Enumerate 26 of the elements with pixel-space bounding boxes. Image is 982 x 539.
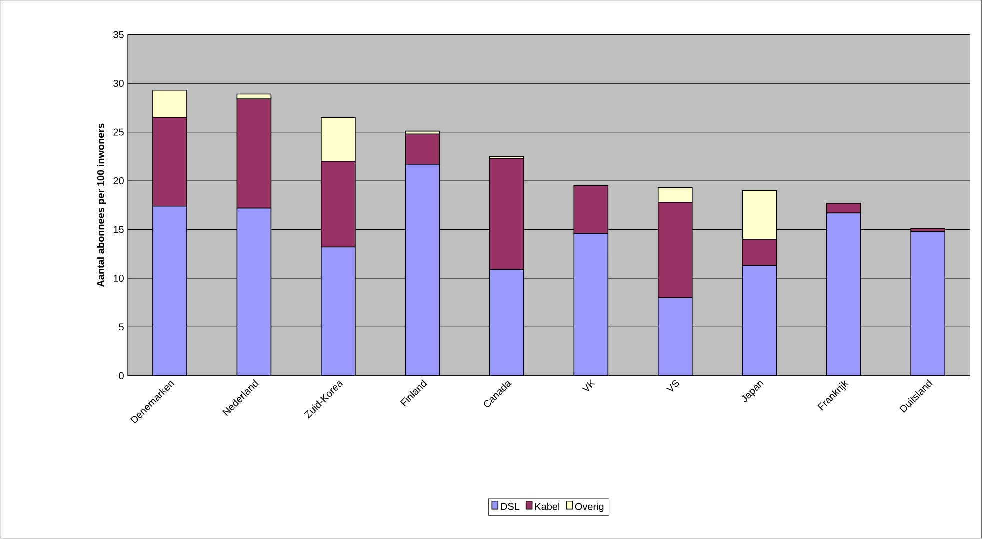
- y-tick-label: 0: [119, 372, 124, 380]
- bar: [574, 186, 609, 234]
- x-tick-label: VK: [582, 380, 596, 392]
- bar: [910, 231, 946, 376]
- bar: [321, 246, 356, 376]
- bar: [826, 212, 862, 376]
- bar: [574, 233, 609, 376]
- legend-label: DSL: [501, 503, 520, 510]
- y-axis-title: Aantal abonnees per 100 inwoners: [97, 124, 106, 288]
- y-tick-label: 15: [114, 226, 124, 234]
- y-tick-label: 10: [114, 275, 124, 282]
- bar: [658, 298, 693, 376]
- bar: [490, 269, 524, 376]
- bar: [742, 266, 778, 376]
- bar: [405, 164, 440, 376]
- legend-label: Overig: [575, 503, 604, 512]
- legend-label: Kabel: [536, 503, 560, 510]
- y-tick-label: 25: [114, 128, 124, 136]
- bar: [236, 208, 272, 376]
- bar: [152, 206, 188, 376]
- x-tick-label: VS: [666, 380, 680, 392]
- bar: [826, 203, 862, 214]
- y-tick-label: 5: [119, 324, 124, 331]
- y-tick-label: 20: [114, 178, 124, 185]
- y-tick-label: 30: [114, 80, 124, 88]
- y-tick-label: 35: [114, 31, 124, 38]
